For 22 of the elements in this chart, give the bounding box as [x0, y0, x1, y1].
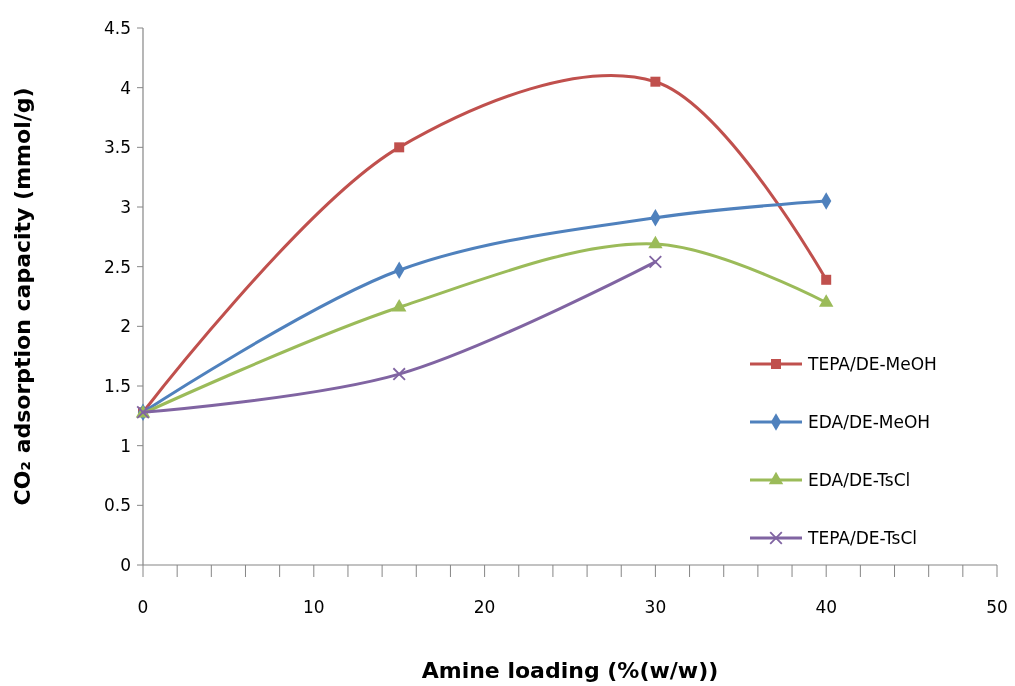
x-tick-label: 10 [302, 597, 325, 617]
y-tick-label: 3.5 [103, 137, 131, 158]
x-axis-title: Amine loading (%(w/w)) [421, 658, 719, 683]
y-tick-label: 2.5 [103, 256, 131, 277]
y-tick-label: 4.5 [103, 17, 131, 38]
legend-label: EDA/DE-TsCl [808, 469, 911, 490]
y-tick-label: 0.5 [103, 495, 131, 516]
legend-label: TEPA/DE-MeOH [807, 353, 937, 374]
y-tick-label: 0 [120, 554, 131, 575]
legend-label: EDA/DE-MeOH [808, 411, 931, 432]
legend-label: TEPA/DE-TsCl [807, 527, 918, 548]
x-tick-label: 20 [473, 597, 496, 617]
x-tick-label: 30 [644, 597, 667, 617]
y-tick-label: 1.5 [103, 375, 131, 396]
y-axis-title: CO₂ adsorption capacity (mmol/g) [10, 87, 35, 506]
x-tick-label: 0 [137, 597, 149, 617]
y-tick-label: 2 [120, 316, 131, 337]
x-tick-label: 40 [815, 597, 838, 617]
y-tick-label: 4 [120, 77, 131, 98]
y-tick-label: 3 [120, 196, 131, 217]
x-tick-label: 50 [986, 597, 1008, 617]
y-tick-label: 1 [120, 435, 131, 456]
